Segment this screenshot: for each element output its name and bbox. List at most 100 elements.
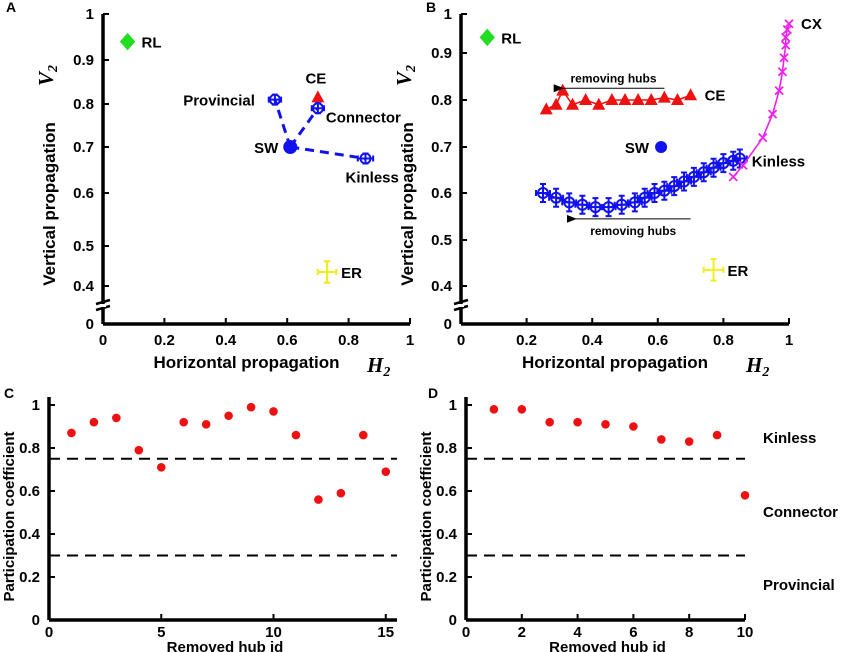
y-tick-label: 0 <box>449 612 457 629</box>
y-tick-label: 0.4 <box>73 278 95 295</box>
data-point <box>269 407 278 416</box>
er-marker <box>702 258 725 282</box>
er-marker <box>316 260 338 284</box>
series-point-cx <box>774 85 784 96</box>
y-tick-label: 0.8 <box>431 92 452 109</box>
x-tick-label: 10 <box>265 624 282 641</box>
series-point-ce <box>539 102 553 115</box>
data-point <box>629 422 638 431</box>
data-point <box>573 417 582 427</box>
panel-letter: D <box>428 385 438 401</box>
series-point-kinless <box>668 180 681 193</box>
data-point <box>657 435 666 444</box>
y-tick-label: 0 <box>32 612 40 629</box>
y-tick-label: 1 <box>449 397 457 414</box>
data-point <box>545 417 554 427</box>
y-tick-label: 1 <box>32 397 40 414</box>
x-tick-label: 0 <box>457 332 465 349</box>
point-provincial <box>268 93 281 106</box>
panel-letter: B <box>426 0 436 15</box>
series-point-ce <box>566 97 580 110</box>
series-point-kinless <box>537 187 549 199</box>
y-axis-label: Participation coefficient <box>418 431 435 601</box>
data-point <box>179 417 189 427</box>
series-point-kinless <box>707 161 720 174</box>
x-tick-label: 0 <box>45 624 53 641</box>
series-point-cx <box>779 53 789 63</box>
y-tick-label: 0.7 <box>73 139 94 156</box>
y-tick-label: 0.6 <box>73 185 94 202</box>
point-label: Kinless <box>345 170 398 187</box>
x-tick-label: 1 <box>785 332 793 349</box>
annotation-text: removing hubs <box>571 71 657 85</box>
series-errorbar <box>731 148 748 169</box>
y-axis-symbol-letter: V <box>34 70 58 86</box>
series-point-ce <box>579 93 593 105</box>
data-point <box>89 417 99 427</box>
y-tick-label: 0.8 <box>19 440 40 457</box>
series-point-kinless <box>576 198 589 211</box>
series-point-kinless <box>602 201 615 214</box>
x-axis-label: Horizontal propagation <box>522 353 708 372</box>
y-axis-symbol-subscript: 2 <box>46 65 61 73</box>
data-point <box>381 467 391 476</box>
y-tick-label: 0.9 <box>73 52 94 69</box>
y-axis-symbol: V2 <box>34 65 61 86</box>
series-point-ce <box>631 93 645 105</box>
series-errorbar <box>646 183 663 203</box>
y-tick-label: 0.8 <box>436 440 457 457</box>
series-point-ce <box>618 93 632 105</box>
x-tick-label: 8 <box>685 624 693 641</box>
data-point <box>156 463 166 472</box>
x-tick-label: 0.2 <box>154 332 175 349</box>
x-axis-symbol-subscript: 2 <box>761 365 769 380</box>
series-point-cx <box>781 40 791 50</box>
panel-letter: C <box>4 385 14 401</box>
series-point-kinless <box>615 198 628 211</box>
data-point <box>517 405 527 414</box>
data-point <box>712 430 722 440</box>
link-line <box>289 107 320 148</box>
region-label: Kinless <box>763 430 816 447</box>
y-axis-symbol: V2 <box>392 65 419 86</box>
point-label: ER <box>728 263 749 280</box>
y-tick-label: 0.6 <box>19 483 40 500</box>
point-sw <box>655 141 668 153</box>
y-tick-label: 0.2 <box>19 569 40 586</box>
data-point <box>246 402 256 412</box>
y-tick-label: 0.5 <box>431 232 452 249</box>
series-point-kinless <box>638 191 651 204</box>
series-point-ce <box>644 93 658 105</box>
point-label: Connector <box>326 109 401 126</box>
panel-letter: A <box>6 0 16 15</box>
x-tick-label: 0.4 <box>215 332 237 349</box>
axis-break-gap <box>458 304 464 307</box>
error-bar <box>310 102 326 115</box>
data-point <box>489 405 499 414</box>
x-axis-label: Removed hub id <box>549 639 666 652</box>
x-tick-label: 0.8 <box>713 332 734 349</box>
series-point-cx <box>728 172 738 182</box>
series-errorbar <box>548 187 565 208</box>
series-point-ce <box>605 93 619 105</box>
data-point <box>336 488 346 498</box>
series-point-cx <box>781 32 791 43</box>
series-point-ce <box>549 97 563 110</box>
series-point-cx <box>758 132 768 143</box>
y-tick-label: 1 <box>86 6 94 23</box>
x-tick-label: 0.8 <box>338 332 359 349</box>
series-point-kinless <box>628 196 641 209</box>
y-tick-label: 0.4 <box>431 278 453 295</box>
y-axis-label: Participation coefficient <box>1 431 18 601</box>
y-tick-label: 0.8 <box>73 96 94 113</box>
point-label: RL <box>142 35 162 52</box>
point-ce <box>311 90 325 103</box>
y-axis-symbol-subscript: 2 <box>404 65 419 73</box>
x-tick-label: 2 <box>518 624 526 641</box>
data-point <box>359 430 368 440</box>
x-tick-label: 0 <box>462 624 470 641</box>
y-axis-symbol-letter: V <box>392 70 416 86</box>
x-tick-label: 5 <box>157 624 165 641</box>
